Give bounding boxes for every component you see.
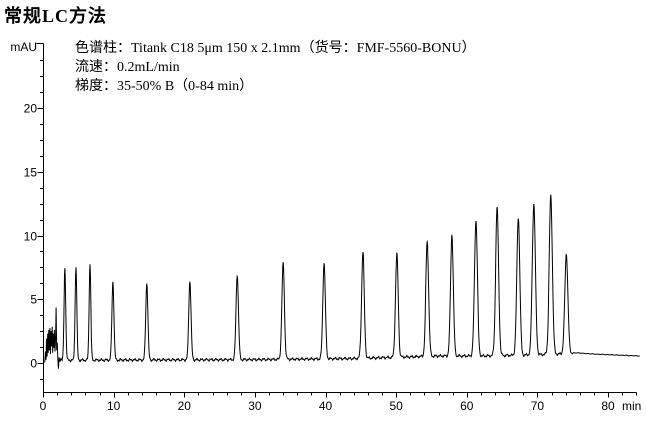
page-title: 常规LC方法	[4, 6, 108, 26]
chromatogram-trace	[43, 194, 640, 369]
x-tick-label: 70	[531, 399, 545, 413]
y-tick-label: 5	[30, 293, 37, 307]
x-tick-label: 0	[40, 399, 47, 413]
x-tick-label: 40	[319, 399, 333, 413]
y-axis-unit-label: mAU	[10, 40, 37, 54]
x-tick-label: 50	[389, 399, 403, 413]
x-tick-label: 60	[460, 399, 474, 413]
y-tick-label: 10	[24, 230, 38, 244]
x-axis-unit-label: min	[622, 399, 641, 413]
annotation-gradient-line: 梯度：35-50% B（0-84 min）	[75, 79, 254, 94]
x-tick-label: 80	[601, 399, 615, 413]
x-tick-label: 20	[178, 399, 192, 413]
annotation-column-line: 色谱柱：Titank C18 5μm 150 x 2.1mm（货号：FMF-55…	[75, 41, 476, 56]
axes	[36, 43, 637, 398]
method-annotation: 色谱柱：Titank C18 5μm 150 x 2.1mm（货号：FMF-55…	[75, 39, 476, 96]
annotation-flowrate-line: 流速：0.2mL/min	[75, 60, 180, 75]
x-tick-label: 30	[248, 399, 262, 413]
x-tick-label: 10	[107, 399, 121, 413]
y-tick-label: 0	[30, 357, 37, 371]
y-tick-label: 20	[24, 102, 38, 116]
y-tick-label: 15	[24, 166, 38, 180]
